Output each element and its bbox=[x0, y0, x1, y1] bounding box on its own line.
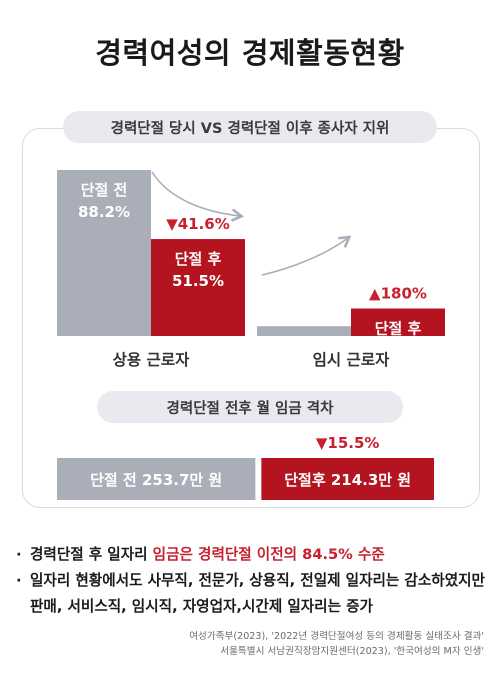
chart2-title: 경력단절 전후 월 임금 격차 bbox=[97, 391, 403, 423]
bar-value-label: 88.2% bbox=[78, 203, 130, 221]
bullet-item: · 경력단절 후 일자리 임금은 경력단절 이전의 84.5% 수준 bbox=[16, 546, 385, 563]
decline-arrow-icon bbox=[151, 171, 245, 222]
chart1-group: 단절 전 88.2% 단절 후 51.5% ▼41.6% 상용 근로자 단절 전 5.2% 단절… bbox=[57, 170, 445, 377]
bar-value-label: 5.2% bbox=[283, 359, 325, 377]
bar-value-label: 14.6% bbox=[372, 342, 424, 360]
bar-after-2 bbox=[351, 308, 445, 336]
bar-series-label: 단절 전 bbox=[81, 181, 128, 199]
bar-series-label: 단절 후 bbox=[375, 320, 422, 338]
category-label: 상용 근로자 bbox=[113, 351, 190, 369]
bar-value-label: 51.5% bbox=[172, 272, 224, 290]
bullet-item: · 일자리 현황에서도 사무직, 전문가, 상용직, 전일제 일자리는 감소하였… bbox=[16, 568, 486, 620]
bar-after-1 bbox=[151, 239, 245, 336]
increase-arrow-icon bbox=[261, 235, 352, 276]
hbar-label: 단절후 214.3만 원 bbox=[284, 471, 411, 489]
chart1-title: 경력단절 당시 VS 경력단절 이후 종사자 지위 bbox=[63, 111, 437, 143]
bullet-highlight: 임금은 경력단절 이전의 84.5% 수준 bbox=[152, 546, 385, 563]
change-label: ▼15.5% bbox=[316, 434, 380, 452]
bar-before-1 bbox=[57, 170, 151, 336]
hbar-after bbox=[261, 458, 434, 500]
source-line: 여성가족부(2023), '2022년 경력단절여성 등의 경제활동 실태조사 … bbox=[189, 631, 484, 642]
hbar-before bbox=[57, 458, 256, 500]
change-label: ▼41.6% bbox=[166, 215, 230, 233]
source-notes: 여성가족부(2023), '2022년 경력단절여성 등의 경제활동 실태조사 … bbox=[189, 629, 484, 659]
category-label: 임시 근로자 bbox=[313, 351, 390, 369]
bar-series-label: 단절 후 bbox=[175, 250, 222, 268]
chart2-group: 단절 전 253.7만 원 단절후 214.3만 원 ▼15.5% bbox=[57, 434, 434, 500]
bar-series-label: 단절 전 bbox=[281, 337, 328, 355]
page-title: 경력여성의 경제활동현황 bbox=[95, 36, 405, 70]
source-line: 서울특별시 서남권직장맘지원센터(2023), '한국여성의 M자 인생' bbox=[220, 646, 484, 657]
bullet-text: 경력단절 후 일자리 bbox=[30, 546, 153, 563]
bar-before-2 bbox=[257, 326, 351, 336]
change-label: ▲180% bbox=[369, 285, 427, 303]
hbar-label: 단절 전 253.7만 원 bbox=[90, 471, 222, 489]
bullet-text: 일자리 현황에서도 사무직, 전문가, 상용직, 전일제 일자리는 감소하였지만… bbox=[30, 572, 485, 615]
bullet-list: · 경력단절 후 일자리 임금은 경력단절 이전의 84.5% 수준 · 일자리… bbox=[16, 542, 486, 620]
